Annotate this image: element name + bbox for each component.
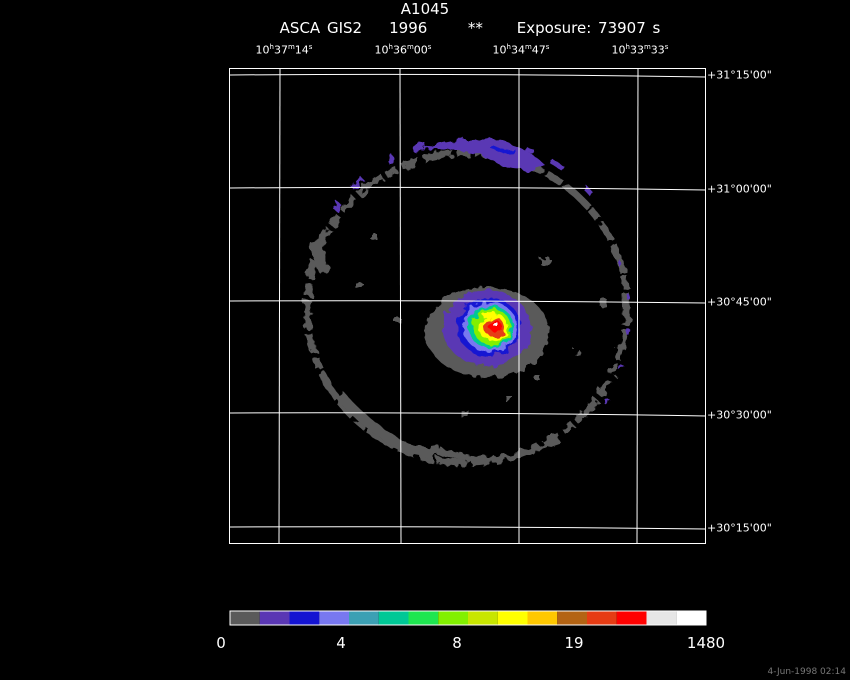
colorbar-segment [587, 611, 617, 625]
colorbar [229, 610, 707, 626]
image-frame [229, 68, 706, 544]
colorbar-segment [438, 611, 468, 625]
colorbar-label: 1480 [686, 634, 726, 652]
colorbar-segment [259, 611, 290, 625]
dec-label: +31°00'00" [707, 182, 772, 196]
colorbar-segment [468, 611, 498, 625]
dec-label: +30°30'00" [707, 408, 772, 422]
ra-label: 10h34m47s [492, 43, 550, 57]
cluster-source [425, 287, 549, 377]
colorbar-segment [349, 611, 379, 625]
detector-ring [303, 136, 632, 467]
colorbar-border [229, 610, 707, 626]
colorbar-segment [527, 611, 558, 625]
colorbar-label: 19 [564, 634, 584, 652]
colorbar-segment [378, 611, 409, 625]
image-title: A1045 [400, 0, 450, 18]
dec-label: +30°15'00" [707, 521, 772, 535]
timestamp: 4-Jun-1998 02:14 [767, 667, 847, 677]
colorbar-segment [408, 611, 439, 625]
colorbar-segment [319, 611, 349, 625]
colorbar-label: 0 [216, 634, 226, 652]
colorbar-label: 8 [452, 634, 462, 652]
ra-label: 10h36m00s [374, 43, 432, 57]
coordinate-grid [229, 68, 707, 544]
dec-label: +30°45'00" [707, 295, 772, 309]
colorbar-segment [289, 611, 320, 625]
colorbar-segment [646, 611, 677, 625]
dec-label: +31°15'00" [707, 68, 772, 82]
colorbar-segment [230, 611, 260, 625]
ra-label: 10h33m33s [611, 43, 669, 57]
colorbar-label: 4 [336, 634, 346, 652]
colorbar-segment [676, 611, 706, 625]
colorbar-segment [557, 611, 587, 625]
ra-label: 10h37m14s [255, 43, 313, 57]
colorbar-segment [616, 611, 647, 625]
observation-info: ASCA GIS2 1996 ** Exposure: 73907 s [279, 19, 661, 37]
colorbar-segment [497, 611, 528, 625]
